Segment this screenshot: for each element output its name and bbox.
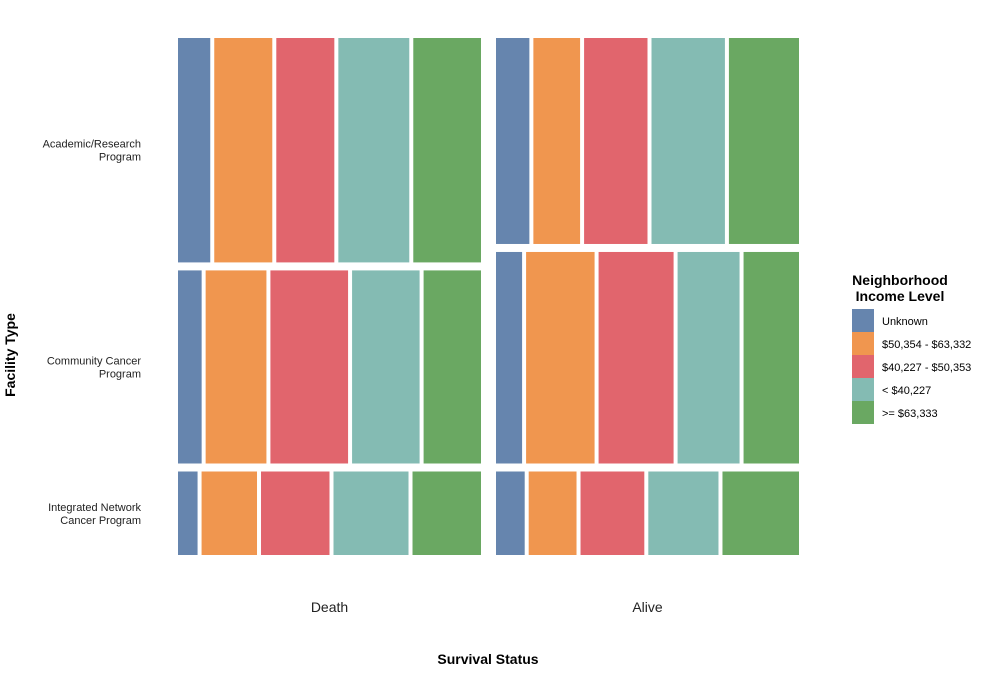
tile-death-academic-research-40-227-50-353 bbox=[276, 38, 335, 263]
tile-death-community-cancer-50-354-63-332 bbox=[205, 270, 267, 464]
tile-alive-academic-research-50-354-63-332 bbox=[533, 38, 581, 244]
tile-alive-community-cancer-63-333 bbox=[743, 251, 799, 464]
tile-alive-community-cancer-40-227 bbox=[677, 251, 740, 464]
legend-swatch-40-227-50-353 bbox=[852, 355, 874, 378]
tile-alive-integrated-network-63-333 bbox=[722, 471, 799, 555]
y-tick-label: Academic/Research Program bbox=[43, 139, 141, 164]
legend-label: $40,227 - $50,353 bbox=[882, 362, 971, 374]
tile-alive-academic-research-63-333 bbox=[728, 38, 799, 244]
legend-label: $50,354 - $63,332 bbox=[882, 339, 971, 351]
tile-death-community-cancer-40-227-50-353 bbox=[270, 270, 349, 464]
x-tick-labels: Death Alive bbox=[311, 599, 663, 615]
tile-alive-community-cancer-unknown bbox=[496, 251, 523, 464]
tile-death-academic-research-unknown bbox=[178, 38, 211, 263]
tile-death-integrated-network-63-333 bbox=[412, 471, 481, 555]
tile-alive-integrated-network-unknown bbox=[496, 471, 525, 555]
legend: Neighborhood Income Level Unknown $50,354 -… bbox=[852, 272, 971, 424]
x-tick-label: Alive bbox=[632, 599, 663, 615]
legend-label: Unknown bbox=[882, 316, 928, 328]
tile-alive-community-cancer-50-354-63-332 bbox=[526, 251, 595, 464]
legend-swatch-unknown bbox=[852, 309, 874, 332]
tile-death-integrated-network-40-227 bbox=[333, 471, 409, 555]
y-tick-label: Community Cancer Program bbox=[47, 356, 141, 381]
tile-alive-integrated-network-40-227-50-353 bbox=[580, 471, 645, 555]
tile-alive-integrated-network-40-227 bbox=[648, 471, 719, 555]
tile-death-integrated-network-40-227-50-353 bbox=[261, 471, 330, 555]
y-tick-labels: Academic/Research Program Community Cancer… bbox=[43, 139, 142, 527]
tile-death-integrated-network-unknown bbox=[178, 471, 198, 555]
tile-death-academic-research-50-354-63-332 bbox=[214, 38, 273, 263]
tile-death-academic-research-63-333 bbox=[413, 38, 481, 263]
y-axis-title: Facility Type bbox=[2, 313, 18, 397]
tile-alive-integrated-network-50-354-63-332 bbox=[528, 471, 577, 555]
x-axis-title: Survival Status bbox=[437, 651, 538, 667]
tile-death-community-cancer-40-227 bbox=[352, 270, 420, 464]
legend-swatch-50-354-63-332 bbox=[852, 332, 874, 355]
tile-death-community-cancer-unknown bbox=[178, 270, 202, 464]
tile-alive-academic-research-unknown bbox=[496, 38, 530, 244]
legend-swatch-63-333 bbox=[852, 401, 874, 424]
legend-label: >= $63,333 bbox=[882, 408, 938, 420]
tile-death-community-cancer-63-333 bbox=[423, 270, 481, 464]
mosaic-tiles bbox=[178, 38, 799, 555]
tile-alive-academic-research-40-227 bbox=[651, 38, 725, 244]
legend-title: Neighborhood Income Level bbox=[852, 272, 948, 304]
tile-death-integrated-network-50-354-63-332 bbox=[201, 471, 258, 555]
legend-label: < $40,227 bbox=[882, 385, 931, 397]
tile-alive-community-cancer-40-227-50-353 bbox=[598, 251, 674, 464]
y-tick-label: Integrated Network Cancer Program bbox=[48, 502, 141, 527]
x-tick-label: Death bbox=[311, 599, 348, 615]
tile-alive-academic-research-40-227-50-353 bbox=[584, 38, 648, 244]
tile-death-academic-research-40-227 bbox=[338, 38, 410, 263]
legend-swatch-40-227 bbox=[852, 378, 874, 401]
